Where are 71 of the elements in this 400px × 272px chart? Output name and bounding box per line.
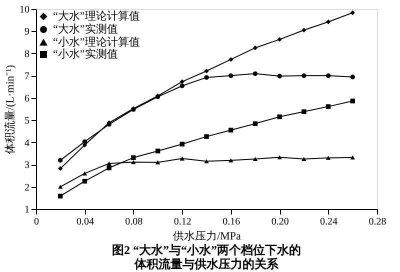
- point: [204, 134, 209, 139]
- point: [228, 73, 234, 78]
- point: [180, 156, 184, 161]
- y-tick-label: 10: [20, 4, 30, 16]
- point: [252, 156, 258, 162]
- y-axis-title: 体积流量/(L·min⁻¹): [4, 64, 16, 154]
- x-tick-label: 0.28: [368, 216, 386, 228]
- x-tick-label: 0.08: [125, 216, 143, 228]
- point: [252, 121, 258, 126]
- point: [58, 158, 63, 163]
- point: [228, 158, 234, 162]
- y-tick-label: 1: [24, 204, 30, 216]
- point: [277, 74, 282, 78]
- x-tick-label: 0: [34, 216, 39, 228]
- text: 体积流量与供水压力的关系: [134, 257, 280, 271]
- y-tick-label: 8: [24, 48, 30, 60]
- y-tick-label: 2: [24, 182, 30, 194]
- y-tick-label: 6: [24, 93, 30, 104]
- point: [277, 114, 282, 120]
- x-axis-title: 供水压力/MPa: [173, 230, 242, 242]
- y-tick-label: 5: [24, 116, 30, 127]
- point: [180, 84, 184, 88]
- point: [82, 171, 88, 176]
- point: [302, 109, 306, 114]
- point: [82, 139, 88, 144]
- point: [131, 160, 136, 164]
- point: [326, 104, 331, 109]
- point: [82, 178, 88, 184]
- point: [180, 142, 184, 146]
- point: [180, 79, 184, 84]
- point: [204, 159, 209, 164]
- point: [58, 184, 63, 189]
- x-tick-label: 0.12: [174, 216, 192, 228]
- point: [302, 156, 306, 162]
- point: [326, 73, 331, 78]
- point: [252, 46, 258, 50]
- point: [131, 155, 136, 160]
- point: [58, 194, 63, 198]
- x-tick-label: 0.04: [76, 216, 94, 228]
- point: [277, 37, 282, 42]
- point: [155, 148, 160, 154]
- point: [302, 28, 306, 32]
- point: [277, 155, 282, 160]
- point: [326, 20, 331, 24]
- legend-label: “大水”理论计算值: [53, 10, 140, 22]
- y-tick-label: 7: [24, 71, 30, 82]
- point: [350, 155, 355, 160]
- x-tick-label: 0.24: [320, 216, 338, 228]
- point: [350, 10, 355, 16]
- point: [155, 160, 160, 164]
- y-tick-label: 9: [24, 26, 30, 38]
- x-tick-label: 0.20: [271, 216, 289, 228]
- x-tick-label: 0.16: [222, 216, 240, 228]
- point: [350, 98, 355, 104]
- point: [204, 75, 209, 80]
- point: [106, 166, 112, 170]
- point: [106, 161, 112, 166]
- point: [228, 128, 234, 132]
- point: [252, 71, 258, 76]
- legend-label: “大水”实测值: [53, 22, 118, 36]
- y-tick-label: 4: [24, 138, 30, 149]
- y-tick-label: 3: [24, 160, 30, 172]
- legend-label: “小水”实测值: [53, 48, 118, 60]
- point: [350, 74, 355, 80]
- text: 图2 “大水”与“小水”两个档位下水的: [112, 243, 301, 257]
- point: [204, 68, 209, 74]
- point: [326, 156, 331, 160]
- point: [302, 73, 306, 78]
- point: [58, 166, 63, 171]
- point: [228, 57, 234, 62]
- legend-label: “小水”理论计算值: [53, 36, 140, 48]
